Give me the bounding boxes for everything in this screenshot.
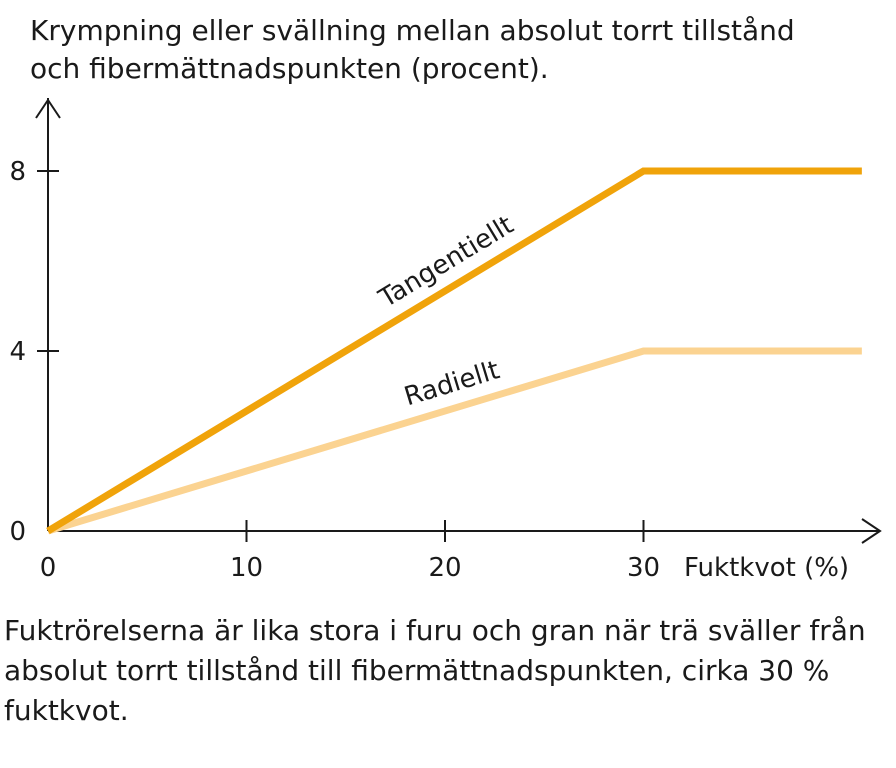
series-line-radiellt <box>46 347 862 535</box>
y-tick-label: 8 <box>9 157 26 187</box>
caption-line-2: absolut torrt tillstånd till fibermättna… <box>4 654 830 687</box>
y-tick-label: 0 <box>9 517 26 547</box>
x-tick-label: 0 <box>40 553 57 583</box>
caption-line-1: Fuktrörelserna är lika stora i furu och … <box>4 614 866 647</box>
chart-title-line-2: och fibermättnadspunkten (procent). <box>30 52 549 85</box>
series-label-radiellt: Radiellt <box>401 355 503 412</box>
x-tick-label: 10 <box>230 553 263 583</box>
series-line-tangentiellt <box>46 167 862 534</box>
chart-title-line-1: Krympning eller svällning mellan absolut… <box>30 14 795 47</box>
y-axis-arrow <box>35 98 61 119</box>
x-axis-label: Fuktkvot (%) <box>684 553 849 583</box>
x-tick-label: 20 <box>428 553 461 583</box>
chart-title: Krympning eller svällning mellan absolut… <box>30 12 870 88</box>
caption-line-3: fuktkvot. <box>4 694 129 727</box>
figure-caption: Fuktrörelserna är lika stora i furu och … <box>4 611 884 731</box>
y-tick-label: 4 <box>9 337 26 367</box>
x-tick-label: 30 <box>627 553 660 583</box>
chart-axes <box>35 98 882 544</box>
x-axis-arrow <box>861 518 882 544</box>
